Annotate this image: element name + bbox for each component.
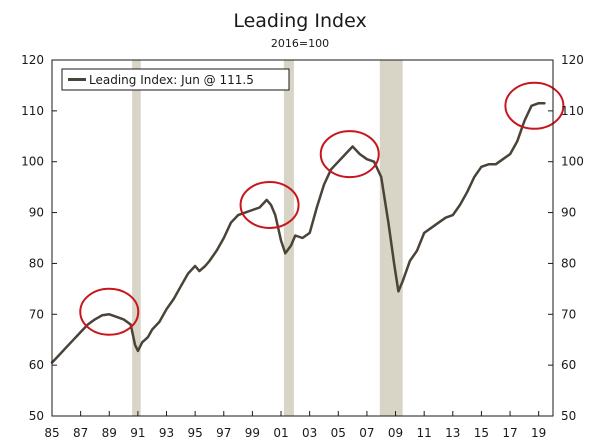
x-tick-label: 19 [531, 426, 546, 440]
highlight-circle [319, 130, 380, 179]
x-tick-label: 85 [44, 426, 59, 440]
y-tick-label-right: 110 [561, 104, 584, 118]
x-tick-label: 87 [73, 426, 88, 440]
chart-subtitle: 2016=100 [271, 37, 329, 50]
highlight-circle [239, 180, 300, 229]
y-tick-label-right: 120 [561, 53, 584, 67]
recession-band [132, 60, 141, 416]
x-tick-label: 07 [359, 426, 374, 440]
y-tick-label-right: 50 [561, 409, 576, 423]
x-tick-label: 97 [216, 426, 231, 440]
legend-label: Leading Index: Jun @ 111.5 [89, 73, 254, 87]
x-tick-label: 95 [188, 426, 203, 440]
x-tick-label: 93 [159, 426, 174, 440]
x-tick-label: 15 [474, 426, 489, 440]
y-tick-label-right: 100 [561, 155, 584, 169]
y-tick-label-right: 70 [561, 307, 576, 321]
x-tick-label: 05 [331, 426, 346, 440]
x-tick-label: 01 [273, 426, 288, 440]
y-tick-label-left: 90 [29, 206, 44, 220]
legend-box [61, 68, 290, 91]
y-tick-label-left: 80 [29, 256, 44, 270]
recession-bands [132, 60, 403, 416]
x-tick-label: 13 [445, 426, 460, 440]
y-tick-label-right: 80 [561, 256, 576, 270]
x-tick-label: 03 [302, 426, 317, 440]
series-lines [50, 101, 546, 364]
chart-title: Leading Index [233, 10, 366, 32]
highlight-circle [79, 287, 140, 336]
legend: Leading Index: Jun @ 111.5 [61, 68, 290, 91]
x-tick-label: 89 [102, 426, 117, 440]
y-tick-label-left: 110 [21, 104, 44, 118]
y-tick-label-right: 90 [561, 206, 576, 220]
y-tick-label-left: 70 [29, 307, 44, 321]
x-tick-label: 91 [130, 426, 145, 440]
y-tick-label-left: 50 [29, 409, 44, 423]
x-tick-label: 17 [502, 426, 517, 440]
axis-ticks: 50 50 60 60 70 70 80 80 90 90 100 100 110 110 120 120 85… [21, 53, 584, 440]
x-tick-label: 09 [388, 426, 403, 440]
highlight-circles [79, 81, 565, 336]
x-tick-label: 11 [417, 426, 432, 440]
recession-band [283, 60, 294, 416]
y-tick-label-left: 120 [21, 53, 44, 67]
x-tick-label: 99 [245, 426, 260, 440]
y-tick-label-right: 60 [561, 358, 576, 372]
plot-frame [51, 59, 554, 417]
series-line [50, 101, 546, 364]
highlight-circle [504, 81, 565, 130]
y-tick-label-left: 100 [21, 155, 44, 169]
y-tick-label-left: 60 [29, 358, 44, 372]
